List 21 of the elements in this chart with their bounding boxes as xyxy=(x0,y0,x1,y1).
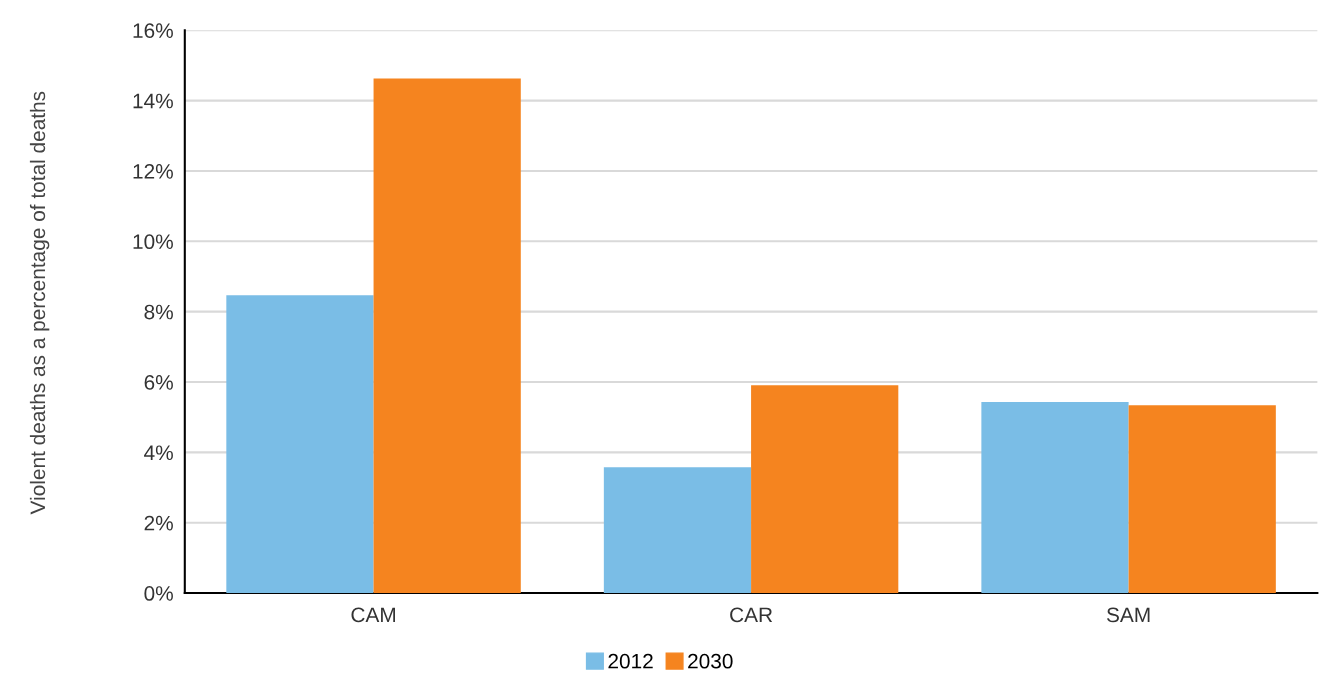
bar xyxy=(603,467,752,594)
y-tick-label: 16% xyxy=(133,23,173,39)
bar xyxy=(373,78,521,594)
y-tick-label: 14% xyxy=(133,93,173,109)
x-tick-label: SAM xyxy=(1106,607,1150,623)
y-tick-label: 2% xyxy=(144,515,173,531)
y-axis-title: Violent deaths as a percentage of total deaths xyxy=(29,91,50,515)
bar xyxy=(226,295,374,594)
y-tick-label: 0% xyxy=(144,586,173,601)
x-tick-label: CAR xyxy=(730,607,773,623)
y-tick-label: 8% xyxy=(144,304,173,320)
y-tick-label: 10% xyxy=(133,234,173,250)
bar xyxy=(751,385,899,594)
y-tick-label: 4% xyxy=(144,445,173,461)
bar xyxy=(981,402,1129,594)
y-tick-label: 6% xyxy=(144,375,173,390)
legend-label: 2030 xyxy=(688,653,733,669)
legend-label: 2012 xyxy=(608,653,653,669)
x-tick-label: CAM xyxy=(351,607,395,623)
y-tick-label: 12% xyxy=(133,163,173,179)
bar xyxy=(1128,405,1276,594)
